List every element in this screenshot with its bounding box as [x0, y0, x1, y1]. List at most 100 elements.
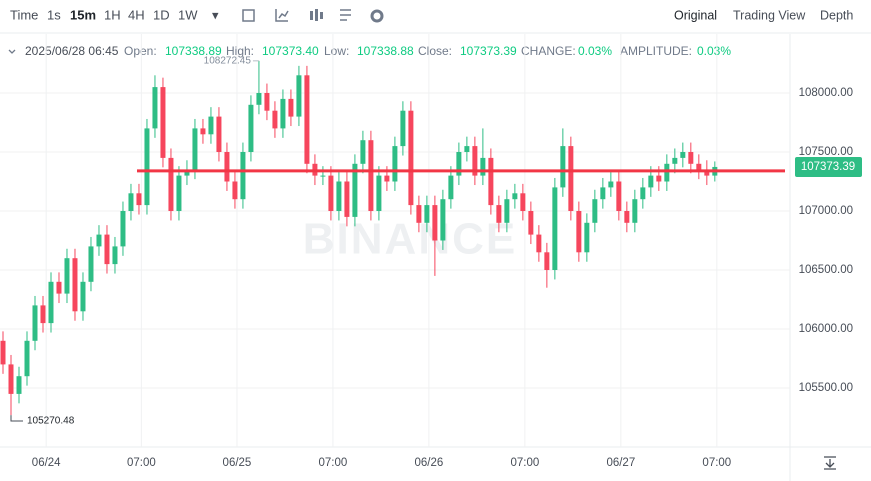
scale-button[interactable] [824, 456, 836, 470]
candle-body [608, 181, 614, 188]
y-tick-label: 108000.00 [799, 87, 853, 99]
view-tab[interactable]: Original [674, 8, 717, 22]
candle-body [408, 110, 414, 206]
candle-body [304, 75, 310, 164]
candle-body [192, 128, 198, 170]
candle-body [264, 93, 270, 111]
y-tick-label: 105500.00 [799, 382, 853, 394]
candle-body [680, 152, 686, 158]
min-annotation: 105270.48 [27, 416, 75, 427]
candle-body [360, 140, 366, 164]
candle-body [632, 199, 638, 223]
candle-body [272, 110, 278, 129]
candle-body [200, 128, 206, 135]
info-label: High: [226, 44, 254, 58]
interval-button[interactable]: 1W [178, 7, 198, 22]
x-tick-label: 06/27 [606, 457, 635, 469]
candle-body [152, 87, 158, 129]
collapse-chevron[interactable] [8, 49, 16, 54]
x-tick-label: 07:00 [702, 457, 731, 469]
candle-body [672, 157, 678, 164]
candle-body [216, 116, 222, 152]
interval-button[interactable]: ▾ [212, 7, 219, 22]
candle-body [416, 205, 422, 223]
candle-body [368, 140, 374, 211]
candle-body [584, 222, 590, 253]
info-value: 0.03% [578, 44, 612, 58]
x-tick-label: 07:00 [319, 457, 348, 469]
interval-button[interactable]: 1s [47, 7, 61, 22]
candle-body [16, 376, 22, 394]
candle-body [160, 87, 166, 158]
candle-body [120, 211, 126, 247]
interval-button[interactable]: Time [10, 7, 38, 22]
candle-body [568, 146, 574, 211]
candle-body [352, 163, 358, 217]
info-value: 107373.39 [460, 44, 517, 58]
candle-body [344, 181, 350, 217]
candle-body [88, 246, 94, 282]
candle-body [232, 181, 238, 200]
candle-body [48, 281, 54, 324]
info-label: Low: [324, 44, 349, 58]
candle-body [128, 193, 134, 211]
info-value: 0.03% [697, 44, 731, 58]
candle-body [248, 104, 254, 152]
candle-body [504, 199, 510, 223]
interval-button[interactable]: 4H [128, 7, 145, 22]
candle-body [0, 340, 6, 365]
candle-body [296, 75, 302, 117]
icon-indicator[interactable] [242, 9, 255, 22]
candle-body [592, 199, 598, 223]
candle-body [624, 211, 630, 223]
icon-settings-list[interactable] [340, 9, 351, 21]
candle-body [456, 152, 462, 176]
last-price-label: 107373.39 [801, 161, 855, 173]
x-tick-label: 07:00 [127, 457, 156, 469]
info-value: 107373.40 [262, 44, 319, 58]
interval-button[interactable]: 15m [70, 7, 96, 22]
candle-body [376, 175, 382, 211]
toolbar-icons [242, 9, 384, 23]
candle-body [616, 181, 622, 211]
y-tick-label: 106500.00 [799, 264, 853, 276]
icon-draw[interactable] [275, 9, 289, 22]
y-tick-label: 107000.00 [799, 205, 853, 217]
candle-body [488, 157, 494, 206]
candle-body [184, 169, 190, 176]
last-price-box [795, 156, 862, 177]
y-tick-label: 107500.00 [799, 146, 853, 158]
candle-body [240, 152, 246, 200]
candle-body [704, 169, 710, 176]
info-label: Open: [124, 44, 157, 58]
candle-body [400, 110, 406, 147]
interval-button[interactable]: 1H [104, 7, 121, 22]
candle-body [384, 175, 390, 182]
x-tick-label: 07:00 [510, 457, 539, 469]
candle-body [600, 187, 606, 200]
icon-chart-type[interactable] [310, 9, 323, 21]
candle-body [168, 157, 174, 211]
info-label: Close: [418, 44, 452, 58]
candle-body [480, 157, 486, 176]
candle-body [136, 193, 142, 206]
x-tick-label: 06/24 [32, 457, 61, 469]
candle-body [648, 175, 654, 188]
candle-body [656, 175, 662, 182]
min-pointer [10, 415, 23, 422]
candle-body [528, 211, 534, 235]
candle-body [392, 146, 398, 182]
candle-body [56, 281, 62, 294]
y-tick-label: 106000.00 [799, 323, 853, 335]
icon-settings[interactable] [370, 9, 384, 23]
candle-body [80, 281, 86, 312]
candle-body [560, 146, 566, 188]
candle-body [32, 305, 38, 341]
watermark: BINANCE [303, 215, 517, 264]
view-tab[interactable]: Trading View [733, 8, 806, 22]
candle-body [432, 205, 438, 241]
view-tab[interactable]: Depth [820, 8, 853, 22]
interval-button[interactable]: 1D [153, 7, 170, 22]
candle-body [520, 193, 526, 211]
